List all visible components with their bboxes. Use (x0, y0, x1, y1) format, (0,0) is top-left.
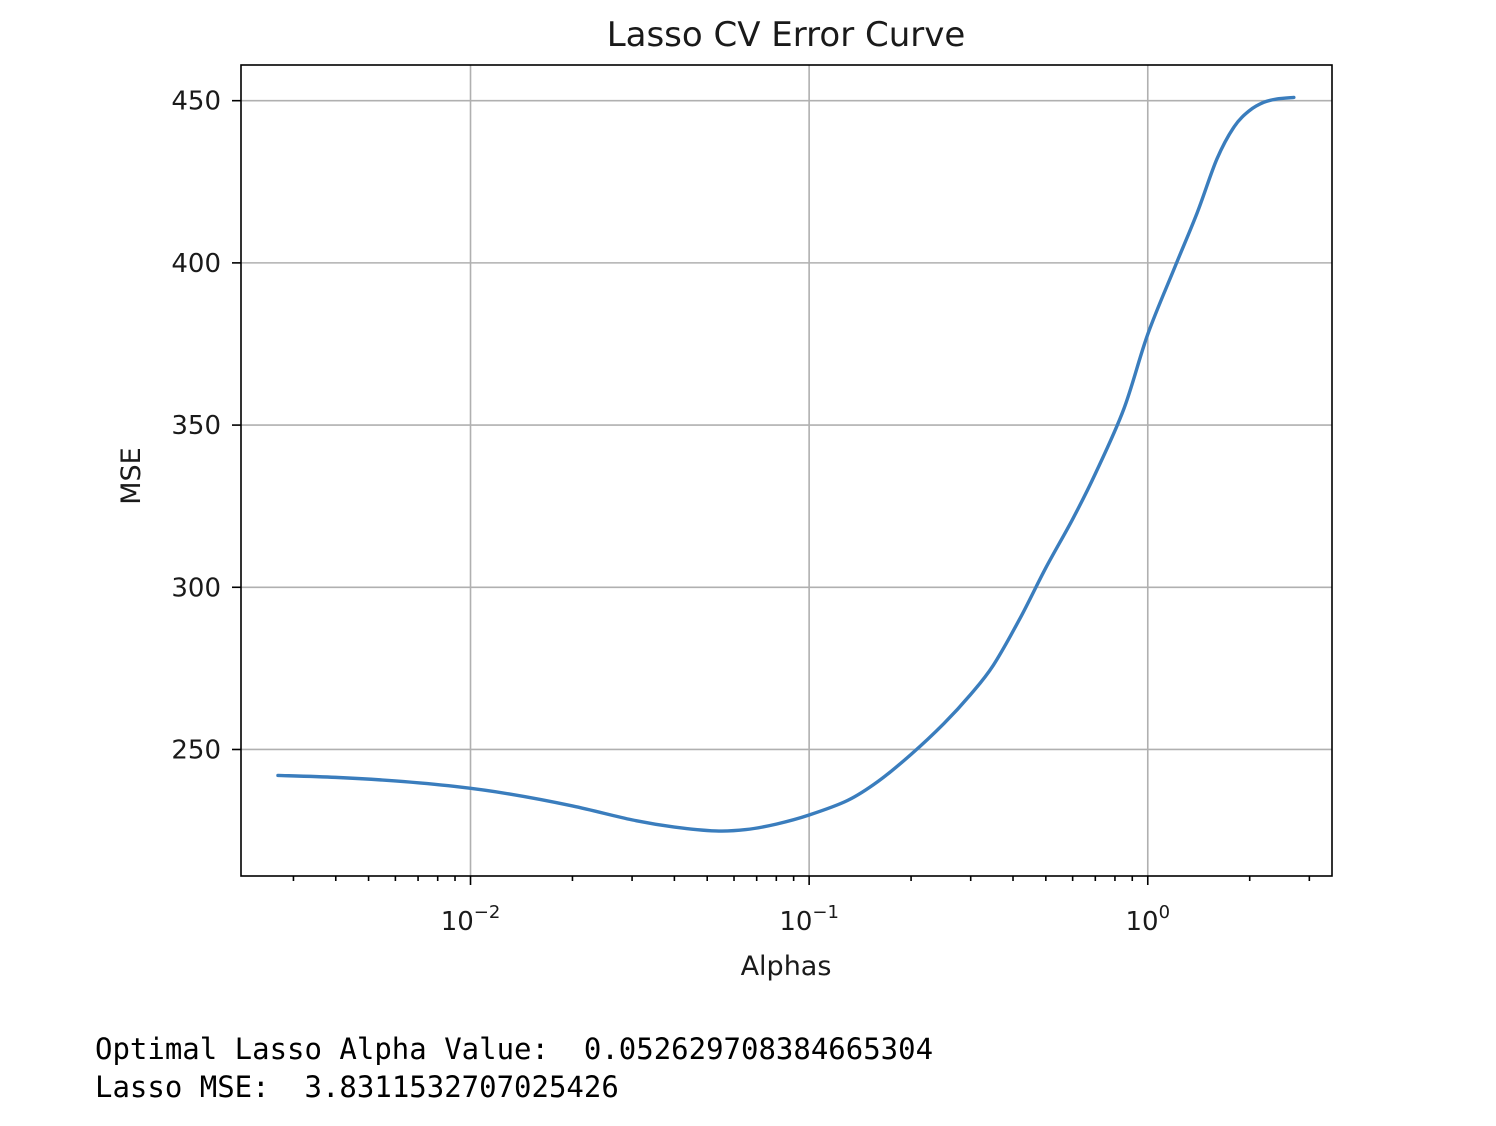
y-tick-label-0: 250 (171, 735, 221, 765)
x-tick-base-0: 10 (441, 907, 474, 937)
alpha-output-line: Optimal Lasso Alpha Value: 0.05262970838… (95, 1030, 933, 1068)
y-tick-label-1: 300 (171, 573, 221, 603)
y-tick-label-4: 450 (171, 87, 221, 117)
x-tick-exponent-0: −2 (474, 902, 501, 923)
x-tick-label-1: 10−1 (779, 902, 839, 937)
y-tick-label-2: 350 (171, 411, 221, 441)
mse-output-line: Lasso MSE: 3.8311532707025426 (95, 1068, 933, 1106)
x-tick-base-2: 10 (1125, 907, 1158, 937)
y-tick-label-3: 400 (171, 249, 221, 279)
plot-frame (240, 64, 1333, 877)
y-axis-label: MSE (116, 447, 147, 505)
x-tick-label-2: 100 (1125, 902, 1170, 937)
console-output: Optimal Lasso Alpha Value: 0.05262970838… (95, 1030, 933, 1106)
alpha-label: Optimal Lasso Alpha Value: (95, 1032, 584, 1066)
chart-title: Lasso CV Error Curve (607, 15, 966, 55)
x-axis-label: Alphas (741, 951, 832, 982)
alpha-value: 0.052629708384665304 (583, 1032, 934, 1066)
grid-lines (241, 65, 1332, 876)
x-tick-exponent-1: −1 (812, 902, 839, 923)
x-tick-base-1: 10 (779, 907, 812, 937)
mse-label: Lasso MSE: (95, 1070, 305, 1104)
mse-curve (276, 95, 1296, 833)
x-tick-exponent-2: 0 (1159, 902, 1170, 923)
mse-value: 3.8311532707025426 (304, 1070, 619, 1104)
x-tick-label-0: 10−2 (441, 902, 501, 937)
axis-ticks (232, 99, 1311, 885)
